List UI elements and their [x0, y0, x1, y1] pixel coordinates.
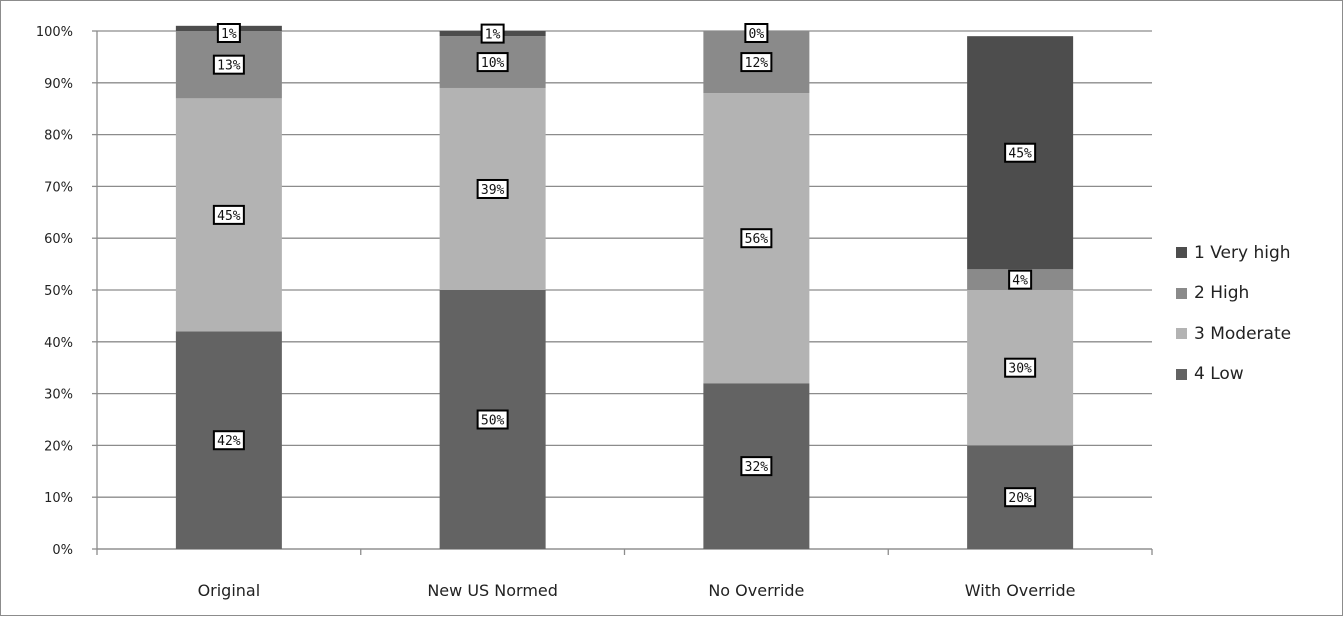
- data-label-box: [476, 178, 509, 199]
- data-label: 32%: [745, 460, 769, 475]
- x-category-label: Original: [198, 581, 261, 600]
- x-category-label: With Override: [965, 581, 1076, 600]
- y-tick-label: 90%: [44, 77, 73, 92]
- legend-item: 1 Very high: [1176, 239, 1341, 266]
- data-label: 45%: [1008, 147, 1032, 162]
- y-tick-label: 0%: [52, 543, 73, 558]
- data-label: 10%: [481, 56, 505, 71]
- data-label-box: [212, 204, 245, 225]
- data-label-box: [1004, 487, 1037, 508]
- data-label: 56%: [745, 232, 769, 247]
- legend-label: 3 Moderate: [1194, 323, 1292, 344]
- x-category-label: No Override: [708, 581, 804, 600]
- legend-swatch: [1176, 368, 1187, 380]
- data-label: 1%: [485, 28, 501, 43]
- data-label-box: [216, 23, 241, 43]
- data-label-box: [740, 228, 773, 249]
- data-label: 12%: [745, 56, 769, 71]
- data-label: 1%: [221, 27, 237, 42]
- legend-swatch: [1176, 287, 1187, 299]
- data-label-box: [740, 52, 773, 73]
- data-label-box: [476, 52, 509, 73]
- legend-item: 4 Low: [1176, 361, 1341, 388]
- y-tick-label: 40%: [44, 336, 73, 351]
- data-label-box: [1008, 269, 1033, 290]
- legend-label: 4 Low: [1194, 364, 1244, 384]
- y-tick-label: 60%: [44, 232, 73, 247]
- legend-label: 1 Very high: [1194, 242, 1291, 263]
- data-label: 4%: [1012, 274, 1028, 289]
- y-tick-label: 10%: [44, 491, 73, 506]
- data-label-box: [212, 430, 245, 451]
- y-tick-label: 80%: [44, 129, 73, 144]
- y-tick-label: 30%: [44, 388, 73, 403]
- data-label: 39%: [481, 183, 505, 198]
- y-tick-label: 100%: [36, 25, 73, 40]
- data-label-box: [480, 23, 505, 44]
- data-label: 42%: [217, 434, 241, 449]
- data-label: 0%: [749, 27, 765, 42]
- data-label-box: [740, 456, 773, 477]
- legend-label: 2 High: [1194, 283, 1250, 303]
- y-tick-label: 20%: [44, 439, 73, 454]
- legend-swatch: [1176, 247, 1187, 258]
- data-label-box: [744, 23, 769, 43]
- data-label-box: [1004, 142, 1037, 163]
- x-category-label: New US Normed: [427, 581, 558, 600]
- data-label-box: [476, 409, 509, 430]
- legend: 1 Very high 2 High 3 Moderate 4 Low: [1176, 239, 1341, 401]
- data-label-box: [1004, 357, 1037, 378]
- data-label: 50%: [481, 414, 505, 429]
- data-label: 30%: [1008, 362, 1032, 377]
- data-label: 45%: [217, 209, 241, 224]
- y-tick-label: 70%: [44, 180, 73, 195]
- legend-swatch: [1176, 328, 1187, 339]
- legend-item: 2 High: [1176, 280, 1341, 307]
- data-label: 20%: [1008, 491, 1032, 506]
- data-label-box: [212, 54, 245, 75]
- y-tick-label: 50%: [44, 284, 73, 299]
- data-label: 13%: [217, 59, 241, 74]
- legend-item: 3 Moderate: [1176, 320, 1341, 347]
